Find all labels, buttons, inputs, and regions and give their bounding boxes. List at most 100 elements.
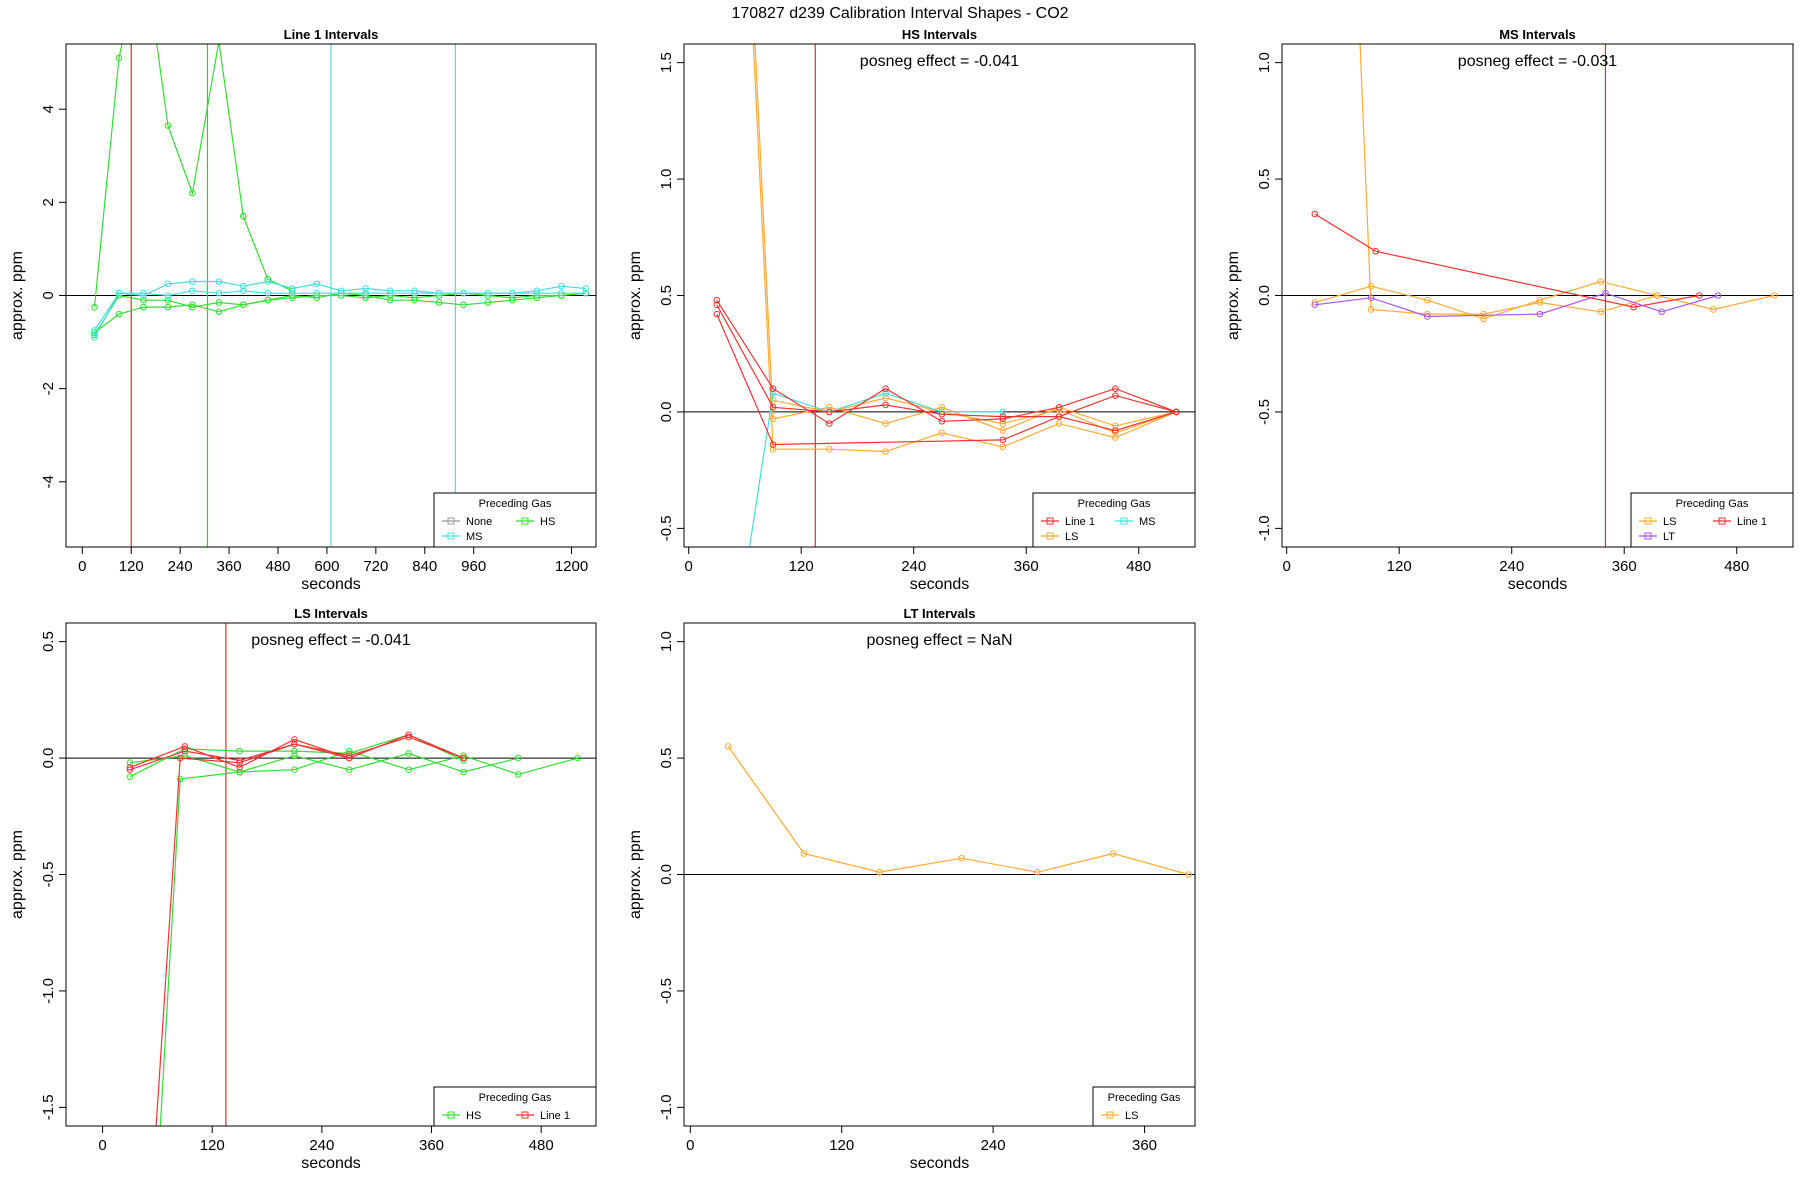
chart1-series-0-point-7 — [1112, 422, 1119, 430]
chart0-series-5-point-18 — [533, 289, 541, 297]
chart1-series-0-point-4 — [938, 403, 946, 411]
chart3-series-2-hs-line — [159, 750, 578, 1126]
chart1-series-1-point-4 — [938, 429, 946, 437]
chart2-series-3-point-0 — [1311, 301, 1319, 309]
chart3-series-5-point-3 — [291, 740, 298, 748]
chart2-ytick-label-1: -0.5 — [1256, 399, 1273, 425]
chart0-series-4-point-11 — [362, 285, 369, 292]
chart1-series-6-line1-line — [716, 313, 1177, 446]
chart4-xtick-label-3: 360 — [1132, 1137, 1157, 1154]
chart4-ytick-label-1: -0.5 — [658, 978, 675, 1004]
chart0-series-3-point-2 — [140, 296, 147, 304]
chart2-ytick-label-0: -1.0 — [1256, 515, 1273, 541]
chart3-legend-box — [433, 1086, 597, 1127]
chart0-series-5-ms-line — [93, 290, 586, 331]
chart4-title: LT Intervals — [903, 606, 975, 621]
chart0-series-3-point-11 — [362, 294, 369, 302]
chart4-ylabel: approx. ppm — [627, 830, 644, 919]
chart0-legend-swatch-1 — [521, 517, 529, 525]
chart1-series-4-point-3 — [882, 385, 889, 392]
chart1-series-4-point-4 — [938, 417, 946, 425]
chart2-series-1-point-1 — [1367, 306, 1375, 313]
chart0-xlabel: seconds — [301, 576, 361, 593]
chart2-xtick-label-2: 240 — [1499, 558, 1524, 575]
chart1-title: HS Intervals — [902, 27, 977, 42]
chart2-series-0-point-2 — [1424, 296, 1431, 304]
chart0-series-2-hs-line — [94, 292, 586, 334]
chart3-series-4-point-0 — [126, 766, 134, 774]
chart0-series-2-point-12 — [386, 296, 394, 304]
chart2-series-1-ls-line — [1359, 44, 1658, 315]
chart1-series-3-ms-line — [748, 392, 1003, 547]
chart0-legend: Preceding Gas None HS MS — [433, 492, 597, 548]
chart0-series-3-point-13 — [411, 294, 418, 302]
chart1-series-0-ls-line — [754, 44, 1177, 432]
chart4-xtick-label-2: 240 — [981, 1137, 1006, 1154]
chart1-ytick-label-1: 0.0 — [658, 402, 675, 423]
chart4-plot-area — [684, 743, 1195, 878]
chart2-series-2-line1-line — [1314, 213, 1700, 308]
chart2-series-1-point-3 — [1480, 310, 1487, 318]
chart1-series-6-point-2 — [999, 436, 1007, 444]
chart3-series-3-point-0 — [126, 764, 134, 771]
chart2-legend-label-2: LT — [1663, 531, 1675, 543]
chart4-series-0-point-3 — [958, 854, 965, 862]
chart1-series-2-point-2 — [882, 394, 889, 402]
chart3-series-2-point-4 — [345, 747, 353, 755]
chart3-series-4-point-4 — [345, 752, 353, 760]
chart1-series-0-point-2 — [826, 403, 833, 411]
chart0-series-5-point-5 — [215, 289, 223, 297]
chart3-series-0-point-0 — [126, 773, 134, 780]
chart0-xtick-label-7: 840 — [412, 558, 437, 575]
chart0-series-1-point-0 — [240, 213, 247, 220]
chart0-series-0-point-4 — [189, 189, 196, 197]
chart2-series-3-point-2 — [1424, 313, 1431, 320]
chart4-xtick-label-0: 0 — [686, 1137, 694, 1154]
chart2-ytick-label-2: 0.0 — [1256, 285, 1273, 306]
chart1-series-6-point-0 — [713, 310, 721, 318]
chart1-series-0-point-5 — [999, 427, 1007, 434]
chart0-xtick-label-6: 720 — [363, 558, 388, 575]
chart0-series-5-point-19 — [558, 289, 565, 297]
chart1-series-4-point-1 — [769, 385, 777, 392]
chart2-series-3-point-3 — [1536, 310, 1544, 318]
panel-ls-intervals: LS Intervals 0 120 240 360 480 seconds -1.5 -1.0… — [9, 606, 597, 1172]
chart2-plot-area — [1282, 44, 1793, 547]
chart2-series-3-lt-line — [1314, 292, 1719, 318]
chart0-series-3-point-7 — [264, 296, 272, 304]
chart2-xtick-label-4: 480 — [1724, 558, 1749, 575]
chart1-series-4-point-0 — [713, 296, 721, 304]
chart0-ytick-label-2: 0 — [40, 291, 57, 299]
chart2-series-0-point-0 — [1311, 299, 1319, 306]
chart3-series-5-point-4 — [345, 754, 353, 762]
chart3-series-2-point-8 — [574, 754, 582, 762]
chart1-series-5-point-7 — [1112, 392, 1119, 399]
chart2-xtick-label-0: 0 — [1283, 558, 1291, 575]
chart2-annotation: posneg effect = -0.031 — [1458, 53, 1617, 70]
chart3-legend-label-0: HS — [466, 1110, 481, 1122]
chart4-series-0-point-6 — [1185, 871, 1192, 878]
figure-title: 170827 d239 Calibration Interval Shapes … — [731, 5, 1068, 22]
chart1-series-4-point-7 — [1112, 385, 1119, 392]
chart0-xtick-label-1: 120 — [119, 558, 144, 575]
chart0-series-5-point-16 — [484, 289, 492, 297]
chart2-frame — [1281, 43, 1794, 548]
chart3-xtick-label-4: 480 — [529, 1137, 554, 1154]
chart1-series-6-point-4 — [1112, 427, 1119, 434]
chart0-series-4-point-9 — [313, 280, 321, 288]
chart0-series-4-point-7 — [264, 278, 272, 285]
chart3-plot-area — [66, 623, 596, 1126]
chart4-legend-swatch-0 — [1106, 1111, 1114, 1119]
chart4-ytick-label-2: 0.0 — [658, 864, 675, 885]
chart4-frame — [683, 622, 1196, 1127]
chart3-series-4-point-1 — [181, 747, 189, 755]
chart1-series-5-point-5 — [999, 413, 1007, 420]
chart3-series-4-point-5 — [405, 733, 412, 741]
chart1-legend-label-1: MS — [1139, 516, 1156, 528]
chart0-series-0-hs-line — [93, 44, 244, 308]
chart4-legend-title: Preceding Gas — [1108, 1092, 1181, 1104]
chart1-series-1-point-6 — [1055, 420, 1063, 427]
chart1-series-6-point-1 — [769, 441, 777, 448]
